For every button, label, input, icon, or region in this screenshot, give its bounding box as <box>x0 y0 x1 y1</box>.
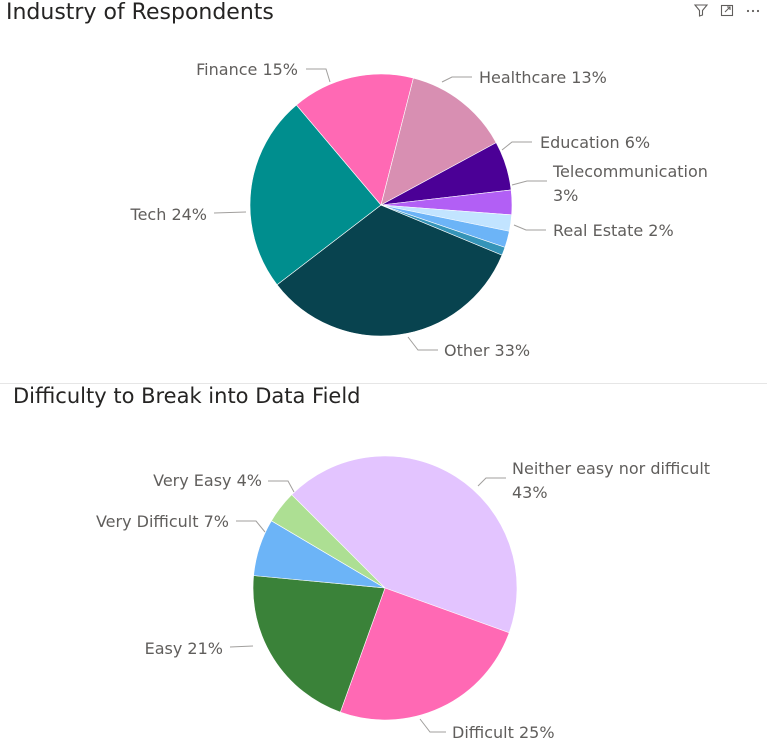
leader-line-very-easy <box>268 480 295 493</box>
leader-line-telecommunication <box>511 180 547 186</box>
data-label-telecommunication: Telecommunication 3% <box>552 162 708 205</box>
industry-pie-chart: Other 33% Tech 24% Finance 15% Healthcare 1… <box>130 60 708 360</box>
data-label-other: Other 33% <box>444 341 530 360</box>
industry-chart-panel: Industry of Respondents Other 33% Tech 24… <box>0 0 767 384</box>
data-label-easy: Easy 21% <box>145 639 223 658</box>
data-label-very-difficult: Very Difficult 7% <box>96 512 229 531</box>
leader-line-other <box>407 336 438 351</box>
data-label-education: Education 6% <box>540 133 650 152</box>
pie-slice-easy[interactable] <box>252 575 386 713</box>
difficulty-chart-panel: Difficulty to Break into Data Field Neit… <box>0 384 767 753</box>
difficulty-pie-chart: Neither easy nor difficult 43% Difficult 2… <box>96 455 710 742</box>
pie-slice-tech[interactable] <box>249 104 382 286</box>
more-options-icon[interactable] <box>745 2 761 18</box>
data-label-real-estate: Real Estate 2% <box>553 221 674 240</box>
pie-slice-very-easy[interactable] <box>270 494 386 589</box>
leader-line-tech <box>213 211 247 214</box>
data-label-healthcare: Healthcare 13% <box>479 68 607 87</box>
data-label-finance: Finance 15% <box>196 60 298 79</box>
visual-header <box>693 2 761 18</box>
filter-icon[interactable] <box>693 2 709 18</box>
leader-line-neither-easy-nor-difficult <box>477 477 506 487</box>
leader-line-very-difficult <box>236 520 266 533</box>
leader-line-finance <box>306 68 331 83</box>
data-label-neither-easy-nor-difficult: Neither easy nor difficult 43% <box>512 459 710 502</box>
industry-chart-title: Industry of Respondents <box>6 0 274 25</box>
difficulty-chart-title: Difficulty to Break into Data Field <box>13 384 361 408</box>
leader-line-easy <box>229 645 254 648</box>
pie-slice-unlabeled-8[interactable] <box>380 204 506 256</box>
data-label-very-easy: Very Easy 4% <box>153 471 262 490</box>
focus-mode-icon[interactable] <box>719 2 735 18</box>
data-label-difficult: Difficult 25% <box>452 723 555 742</box>
pie-slice-other[interactable] <box>276 204 503 337</box>
leader-line-healthcare <box>441 76 472 83</box>
data-label-tech: Tech 24% <box>130 205 207 224</box>
pie-slice-healthcare[interactable] <box>380 77 497 206</box>
pie-slice-finance[interactable] <box>295 73 414 206</box>
pie-slice-difficult[interactable] <box>339 587 510 721</box>
leader-line-difficult <box>419 718 446 733</box>
leader-line-real-estate <box>513 224 546 231</box>
pie-slice-neither-easy-nor-difficult[interactable] <box>291 455 518 634</box>
leader-line-education <box>501 141 532 151</box>
